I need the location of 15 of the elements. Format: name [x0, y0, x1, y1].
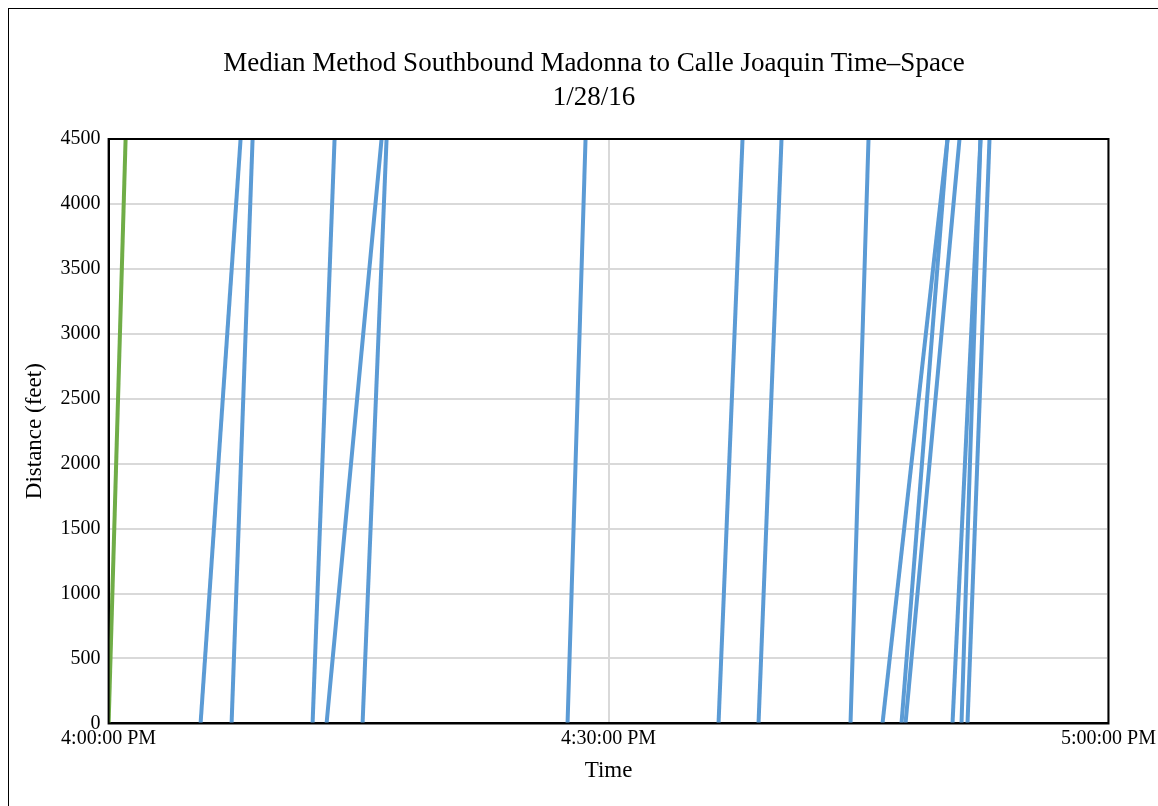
- chart-title: Median Method Southbound Madonna to Calle Joaquin Time–Space: [223, 47, 965, 77]
- y-tick-label: 3500: [60, 256, 101, 279]
- y-tick-label: 500: [70, 645, 101, 668]
- y-tick-label: 4000: [60, 191, 101, 214]
- y-tick-label: 4500: [60, 126, 101, 149]
- chart-subtitle: 1/28/16: [552, 81, 636, 111]
- y-tick-label: 2000: [60, 450, 101, 473]
- x-axis-title: Time: [584, 757, 633, 783]
- y-axis-title: Distance (feet): [20, 363, 46, 500]
- x-tick-label: 4:30:00 PM: [561, 725, 657, 748]
- y-tick-label: 1000: [60, 580, 101, 603]
- y-tick-label: 1500: [60, 515, 101, 538]
- x-tick-label: 5:00:00 PM: [1060, 725, 1157, 748]
- y-tick-label: 3000: [60, 321, 101, 344]
- y-tick-label: 2500: [60, 385, 101, 408]
